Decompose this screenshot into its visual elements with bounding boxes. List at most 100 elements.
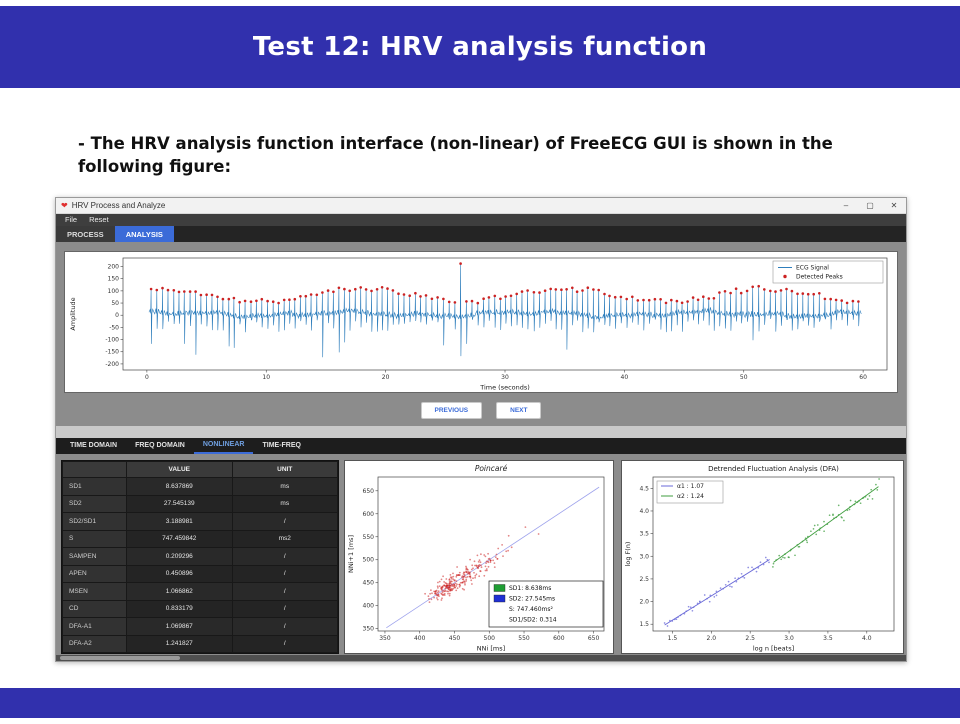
svg-text:200: 200 [108, 264, 120, 271]
metric-row[interactable]: APEN 0.450896/ [62, 564, 338, 583]
metric-unit: ms [231, 477, 338, 496]
analysis-upper-content: 0 10 20 30 40 50 60 -200 -150 -100 -50 0 50 100 150 200… [56, 242, 906, 426]
svg-text:Amplitude: Amplitude [69, 297, 77, 330]
svg-text:-150: -150 [105, 349, 119, 356]
horizontal-scrollbar[interactable] [56, 655, 906, 661]
svg-text:α2 : 1.24: α2 : 1.24 [677, 493, 704, 500]
metric-row[interactable]: SD2 27.545139 ms [62, 494, 338, 513]
metric-name: MSEN [62, 582, 127, 601]
metric-name: SD2/SD1 [62, 512, 127, 531]
svg-text:600: 600 [553, 635, 565, 642]
svg-text:550: 550 [363, 534, 375, 541]
metric-unit: / [231, 617, 338, 636]
metric-name: DFA-A2 [62, 634, 127, 653]
svg-text:500: 500 [363, 557, 375, 564]
metric-row[interactable]: S 747.459842 ms2 [62, 529, 338, 548]
metric-value: 1.069867 [126, 617, 233, 636]
metric-row[interactable]: MSEN 1.066862/ [62, 582, 338, 601]
svg-text:Detrended Fluctuation Analysis: Detrended Fluctuation Analysis (DFA) [708, 465, 839, 473]
svg-text:Time (seconds): Time (seconds) [479, 384, 530, 392]
metric-unit: / [231, 547, 338, 566]
analysis-tab-nonlinear[interactable]: NONLINEAR [193, 438, 254, 454]
metric-value: 27.545139 [126, 494, 233, 513]
metric-row[interactable]: SAMPEN 0.209296/ [62, 547, 338, 566]
svg-text:450: 450 [363, 580, 375, 587]
heart-app-icon: ❤ [61, 200, 68, 210]
svg-text:100: 100 [108, 288, 120, 295]
svg-text:2.5: 2.5 [639, 576, 649, 583]
previous-button[interactable]: PREVIOUS [420, 402, 483, 419]
svg-text:0: 0 [145, 374, 149, 381]
svg-text:4.5: 4.5 [639, 485, 649, 492]
maximize-button[interactable]: ▢ [866, 201, 874, 210]
svg-text:3.0: 3.0 [784, 635, 794, 642]
svg-text:α1 : 1.07: α1 : 1.07 [677, 483, 704, 490]
svg-text:650: 650 [363, 488, 375, 495]
svg-text:450: 450 [449, 635, 461, 642]
metric-unit: / [231, 582, 338, 601]
metric-name: SD1 [62, 477, 127, 496]
svg-text:4.0: 4.0 [639, 508, 649, 515]
svg-text:150: 150 [108, 276, 120, 283]
svg-text:-100: -100 [105, 337, 119, 344]
close-button[interactable]: ✕ [890, 201, 898, 210]
svg-text:40: 40 [621, 374, 629, 381]
svg-text:log n [beats]: log n [beats] [753, 645, 794, 653]
divider-band [56, 426, 906, 438]
metric-unit: ms2 [231, 529, 338, 548]
metric-value: 747.459842 [126, 529, 233, 548]
svg-text:20: 20 [382, 374, 390, 381]
svg-text:30: 30 [501, 374, 509, 381]
column-header-value: VALUE [126, 461, 233, 478]
svg-text:600: 600 [363, 511, 375, 518]
analysis-tab-time-freq[interactable]: TIME-FREQ [262, 442, 301, 449]
metric-row[interactable]: SD2/SD1 3.188981/ [62, 512, 338, 531]
metric-row[interactable]: SD1 8.637869 ms [62, 477, 338, 496]
metrics-header-row: VALUE UNIT [62, 461, 338, 478]
metric-value: 0.209296 [126, 547, 233, 566]
metric-value: 0.833179 [126, 599, 233, 618]
scrollbar-thumb[interactable] [60, 656, 180, 660]
menu-file[interactable]: File [65, 215, 78, 224]
analysis-tab-strip: TIME DOMAIN FREQ DOMAIN NONLINEAR TIME-FREQ [56, 438, 906, 454]
poincare-plot-panel: 350 400 450 500 550 600 650 350 400 450 500 550 600 6… [344, 460, 614, 654]
menu-reset[interactable]: Reset [89, 215, 109, 224]
metric-unit: / [231, 564, 338, 583]
menu-bar: File Reset [56, 214, 906, 226]
metric-unit: / [231, 512, 338, 531]
svg-text:2.5: 2.5 [745, 635, 755, 642]
metric-name: DFA-A1 [62, 617, 127, 636]
metric-row[interactable]: CD 0.833179/ [62, 599, 338, 618]
svg-text:2.0: 2.0 [707, 635, 717, 642]
svg-text:1.5: 1.5 [639, 621, 649, 628]
next-button[interactable]: NEXT [496, 402, 542, 419]
body-text: - The HRV analysis function interface (n… [78, 134, 833, 177]
footer-band [0, 688, 960, 718]
title-banner: Test 12: HRV analysis function [0, 6, 960, 88]
metric-row[interactable]: DFA-A2 1.241827/ [62, 634, 338, 653]
minimize-button[interactable]: – [843, 201, 849, 210]
window-controls: – ▢ ✕ [834, 198, 906, 213]
metric-unit: / [231, 634, 338, 653]
metric-unit: / [231, 599, 338, 618]
svg-text:4.0: 4.0 [862, 635, 872, 642]
metric-row[interactable]: DFA-A1 1.069867/ [62, 617, 338, 636]
window-titlebar: ❤ HRV Process and Analyze – ▢ ✕ [56, 198, 906, 214]
svg-text:650: 650 [588, 635, 600, 642]
svg-text:-200: -200 [105, 361, 119, 368]
svg-text:Detected Peaks: Detected Peaks [796, 274, 843, 281]
svg-text:SD1/SD2: 0.314: SD1/SD2: 0.314 [509, 617, 557, 624]
tab-analysis[interactable]: ANALYSIS [114, 226, 174, 242]
metric-value: 3.188981 [126, 512, 233, 531]
slide-title: Test 12: HRV analysis function [252, 32, 708, 62]
svg-text:SD1: 8.638ms: SD1: 8.638ms [509, 585, 551, 592]
metric-value: 8.637869 [126, 477, 233, 496]
metric-name: SAMPEN [62, 547, 127, 566]
tab-process[interactable]: PROCESS [56, 226, 115, 242]
main-tab-strip: PROCESS ANALYSIS [56, 226, 906, 242]
analysis-tab-time-domain[interactable]: TIME DOMAIN [70, 442, 118, 449]
analysis-tab-freq-domain[interactable]: FREQ DOMAIN [135, 442, 185, 449]
svg-text:10: 10 [262, 374, 270, 381]
svg-text:1.5: 1.5 [668, 635, 678, 642]
